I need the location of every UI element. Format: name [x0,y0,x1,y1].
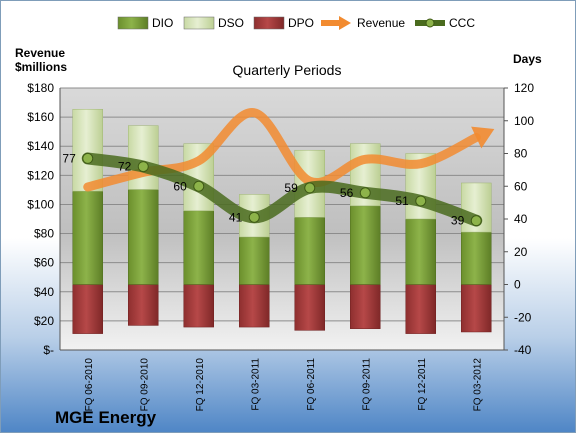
x-tick-label: FQ 09-2010 [139,358,150,412]
right-tick-label: 100 [514,114,534,128]
bar-dso [72,109,103,192]
left-axis-title-line1: Revenue [15,46,65,60]
chart-title: Quarterly Periods [233,62,342,78]
bar-dpo [183,284,214,328]
legend-swatch [253,16,285,30]
bar-dso [128,125,159,190]
bar-dpo [405,284,436,334]
legend-arrowhead [339,16,351,30]
bar-dio [350,205,381,285]
left-tick-label: $120 [27,168,54,182]
ccc-data-label: 39 [451,214,465,228]
right-tick-label: -20 [514,310,532,324]
x-tick-label: FQ 09-2011 [361,358,372,411]
ccc-data-label: 60 [173,179,187,193]
x-tick-label: FQ 12-2010 [195,358,206,412]
legend-label: CCC [449,16,475,30]
ccc-point [470,215,482,227]
left-tick-label: $100 [27,197,54,211]
company-name: MGE Energy [55,408,157,427]
legend-label: Revenue [357,16,405,30]
left-axis: $- $20 $40 $60 $80 $100 $120 $140 $160 $180 [27,81,61,357]
right-tick-label: 40 [514,212,528,226]
right-tick-label: 0 [514,278,521,292]
ccc-point [415,195,427,207]
ccc-point [193,180,205,192]
legend-label: DIO [152,16,173,30]
legend-swatch [183,16,215,30]
ccc-data-label: 72 [118,160,132,174]
left-tick-label: $180 [27,81,54,95]
legend-item-dpo: DPO [253,16,314,30]
right-tick-label: 120 [514,81,534,95]
x-tick-label: FQ 06-2011 [306,358,317,411]
legend-item-dio: DIO [117,16,173,30]
revenue-arrowhead [471,126,495,149]
ccc-series: 77 72 60 41 59 56 51 39 [62,151,483,228]
plot-area [60,88,504,350]
ccc-line [81,152,483,227]
right-axis: -40 -20 0 20 40 60 80 100 120 [60,81,534,357]
bar-dio [461,231,492,285]
x-axis: FQ 06-2010 FQ 09-2010 FQ 12-2010 FQ 03-2011… [84,358,484,412]
bar-dpo [350,284,381,329]
bar-dpo [72,284,103,334]
bar-dpo [128,284,159,326]
legend-swatch [117,16,149,30]
x-tick-label: FQ 12-2011 [417,358,428,411]
bar-dio [239,236,270,285]
left-tick-label: $- [43,343,54,357]
ccc-data-label: 59 [284,181,298,195]
ccc-data-label: 51 [395,194,409,208]
left-tick-label: $40 [34,285,54,299]
legend-item-revenue: Revenue [321,16,405,30]
left-tick-label: $20 [34,314,54,328]
left-tick-label: $160 [27,110,54,124]
right-tick-label: 80 [514,147,528,161]
legend-item-dso: DSO [183,16,244,30]
legend-label: DSO [218,16,244,30]
ccc-point [137,161,149,173]
left-tick-label: $60 [34,256,54,270]
right-tick-label: -40 [514,343,532,357]
bar-dpo [461,284,492,333]
ccc-point [304,182,316,194]
ccc-point [359,187,371,199]
bar-dpo [239,284,270,328]
left-axis-title-line2: $millions [15,60,67,74]
right-tick-label: 60 [514,179,528,193]
bar-dio [294,217,325,285]
ccc-data-label: 56 [340,186,354,200]
x-tick-label: FQ 03-2011 [250,358,261,411]
right-axis-title: Days [513,52,542,66]
chart-legend: DIO DSO DPO Revenue CCC [117,16,475,30]
x-tick-label: FQ 03-2012 [472,358,483,412]
legend-item-ccc: CCC [415,16,475,30]
legend-marker [425,18,435,28]
ccc-data-label: 41 [229,210,243,224]
ccc-point [82,152,94,164]
ccc-point [248,211,260,223]
bar-dio [183,210,214,285]
bar-dpo [294,284,325,331]
x-tick-label: FQ 06-2010 [84,358,95,412]
ccc-data-label: 77 [62,151,76,165]
bar-dio [405,218,436,285]
bar-dio [72,190,103,285]
right-tick-label: 20 [514,245,528,259]
left-tick-label: $140 [27,139,54,153]
left-tick-label: $80 [34,227,54,241]
bar-dio [128,189,159,285]
legend-label: DPO [288,16,314,30]
